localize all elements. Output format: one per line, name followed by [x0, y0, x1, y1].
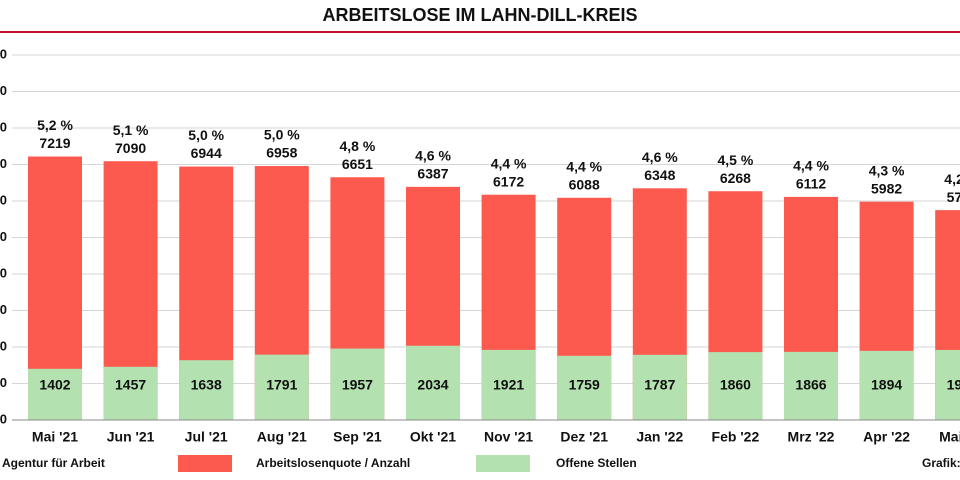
y-tick-label: 2000: [0, 338, 7, 353]
x-tick-label: Aug '21: [257, 429, 307, 445]
rate-label: 4,4 %: [793, 158, 829, 174]
rate-label: 4,4 %: [566, 158, 602, 174]
bar: [28, 368, 82, 420]
y-tick-label: 1000: [0, 375, 7, 390]
value-label: 1638: [191, 377, 222, 393]
value-label: 1457: [115, 377, 146, 393]
value-label: 1759: [569, 377, 600, 393]
value-label: 1791: [266, 377, 297, 393]
x-tick-label: Nov '21: [484, 429, 533, 445]
bar: [103, 366, 158, 420]
value-label: 6348: [644, 167, 675, 183]
x-tick-label: Sep '21: [333, 429, 382, 445]
value-label: 6268: [720, 170, 751, 186]
rate-label: 5,0 %: [188, 127, 224, 143]
bar: [859, 350, 914, 420]
x-tick-label: Dez '21: [560, 429, 608, 445]
legend-swatch: [178, 455, 232, 472]
y-tick-label: 5000: [0, 229, 7, 244]
bar: [330, 348, 385, 420]
value-label: 1866: [795, 377, 826, 393]
x-tick-label: Mai '22: [939, 429, 960, 445]
value-label: 6387: [417, 166, 448, 182]
y-tick-label: 8000: [0, 119, 7, 134]
x-tick-label: Jun '21: [107, 429, 155, 445]
bar: [557, 355, 612, 420]
y-tick-label: 10000: [0, 46, 7, 61]
bar: [254, 354, 309, 420]
y-tick-label: 7000: [0, 156, 7, 171]
value-label: 1957: [342, 377, 373, 393]
value-label: 6112: [796, 176, 827, 192]
y-tick-label: 4000: [0, 265, 7, 280]
source: Agentur für Arbeit: [2, 456, 105, 470]
value-label: 6172: [493, 173, 524, 189]
value-label: 7219: [39, 135, 70, 151]
value-label: 6944: [191, 145, 222, 161]
bar: [708, 352, 763, 420]
value-label: 7090: [115, 140, 146, 156]
rate-label: 4,4 %: [491, 155, 527, 171]
value-label: 1402: [39, 377, 70, 393]
bar: [481, 349, 536, 420]
value-label: 1860: [720, 377, 751, 393]
x-tick-label: Mrz '22: [788, 429, 835, 445]
legend-swatch: [476, 455, 530, 472]
rate-label: 4,3 %: [869, 162, 905, 178]
y-tick-label: 3000: [0, 302, 7, 317]
value-label: 5750: [947, 189, 960, 205]
rate-label: 4,5 %: [717, 152, 753, 168]
rate-label: 4,6 %: [642, 149, 678, 165]
x-tick-label: Feb '22: [712, 429, 760, 445]
rate-label: 4,6 %: [415, 148, 451, 164]
value-label: 6651: [342, 156, 373, 172]
rate-label: 4,2 %: [944, 171, 960, 187]
value-label: 1921: [493, 377, 524, 393]
y-tick-label: 0: [0, 411, 7, 426]
value-label: 6958: [266, 145, 297, 161]
value-label: 2034: [417, 377, 448, 393]
bar: [179, 360, 234, 420]
value-label: 1787: [644, 377, 675, 393]
x-tick-label: Mai '21: [32, 429, 78, 445]
y-tick-label: 9000: [0, 83, 7, 98]
bar: [784, 351, 838, 420]
x-tick-label: Jul '21: [185, 429, 228, 445]
bar: [935, 349, 960, 420]
x-tick-label: Apr '22: [863, 429, 910, 445]
chart-title: ARBEITSLOSE IM LAHN-DILL-KREIS: [323, 5, 638, 25]
value-label: 6088: [569, 176, 600, 192]
legend-label: Arbeitslosenquote / Anzahl: [256, 456, 410, 470]
value-label: 5982: [871, 180, 902, 196]
value-label: 1894: [871, 377, 902, 393]
bar: [406, 345, 460, 420]
value-label: 1920: [947, 377, 960, 393]
bar: [632, 354, 687, 420]
rate-label: 5,0 %: [264, 127, 300, 143]
rate-label: 4,8 %: [339, 138, 375, 154]
x-tick-label: Okt '21: [410, 429, 456, 445]
y-tick-label: 6000: [0, 192, 7, 207]
rate-label: 5,2 %: [37, 117, 73, 133]
rate-label: 5,1 %: [113, 122, 149, 138]
legend-label: Offene Stellen: [556, 456, 637, 470]
credit: Grafik:: [922, 456, 960, 470]
x-tick-label: Jan '22: [636, 429, 683, 445]
